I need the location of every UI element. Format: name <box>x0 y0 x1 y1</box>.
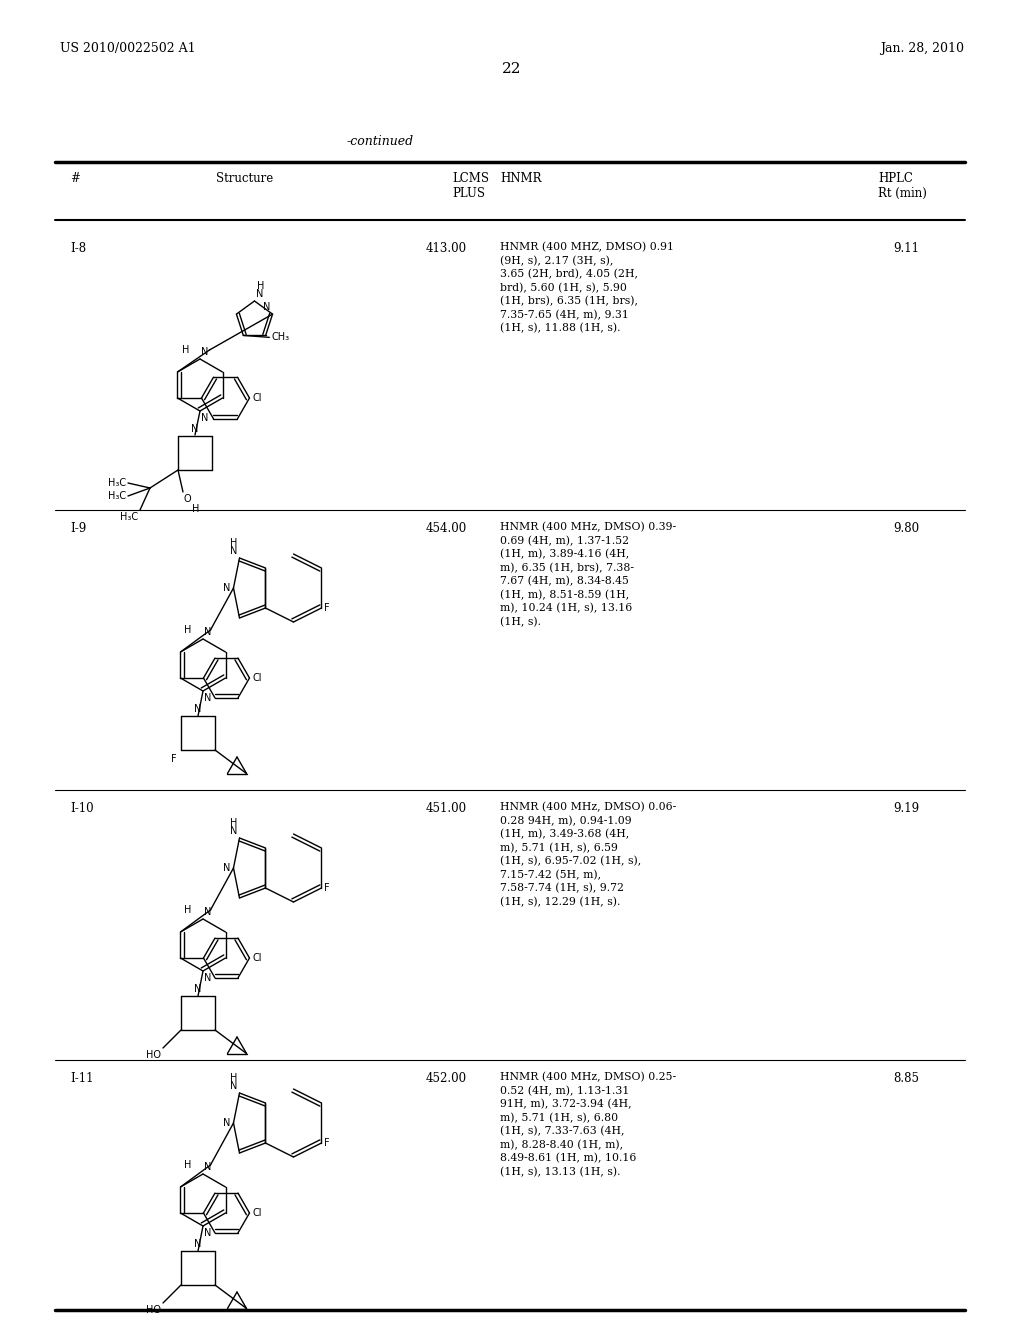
Text: Cl: Cl <box>253 1208 262 1218</box>
Text: brd), 5.60 (1H, s), 5.90: brd), 5.60 (1H, s), 5.90 <box>500 282 627 293</box>
Text: H: H <box>183 906 191 915</box>
Text: I-8: I-8 <box>70 242 86 255</box>
Text: H: H <box>230 539 238 548</box>
Text: m), 10.24 (1H, s), 13.16: m), 10.24 (1H, s), 13.16 <box>500 603 632 614</box>
Text: (1H, s), 7.33-7.63 (4H,: (1H, s), 7.33-7.63 (4H, <box>500 1126 625 1137</box>
Text: N: N <box>204 1162 211 1172</box>
Text: 7.58-7.74 (1H, s), 9.72: 7.58-7.74 (1H, s), 9.72 <box>500 883 624 894</box>
Text: I-9: I-9 <box>70 521 86 535</box>
Text: m), 5.71 (1H, s), 6.80: m), 5.71 (1H, s), 6.80 <box>500 1113 618 1123</box>
Text: (1H, brs), 6.35 (1H, brs),: (1H, brs), 6.35 (1H, brs), <box>500 296 638 306</box>
Text: 8.49-8.61 (1H, m), 10.16: 8.49-8.61 (1H, m), 10.16 <box>500 1152 636 1163</box>
Text: N: N <box>230 826 238 836</box>
Text: F: F <box>171 754 177 764</box>
Text: F: F <box>325 603 330 612</box>
Text: (1H, s), 6.95-7.02 (1H, s),: (1H, s), 6.95-7.02 (1H, s), <box>500 855 641 866</box>
Text: N: N <box>195 983 202 994</box>
Text: F: F <box>325 883 330 894</box>
Text: H: H <box>182 345 189 355</box>
Text: N: N <box>191 424 199 434</box>
Text: H: H <box>230 1073 238 1082</box>
Text: US 2010/0022502 A1: US 2010/0022502 A1 <box>60 42 196 55</box>
Text: m), 6.35 (1H, brs), 7.38-: m), 6.35 (1H, brs), 7.38- <box>500 562 634 573</box>
Text: HO: HO <box>146 1305 161 1315</box>
Text: 9.19: 9.19 <box>893 803 920 814</box>
Text: 451.00: 451.00 <box>426 803 467 814</box>
Text: 9.11: 9.11 <box>893 242 919 255</box>
Text: HO: HO <box>146 1049 161 1060</box>
Text: N: N <box>230 546 238 556</box>
Text: HPLC: HPLC <box>878 172 912 185</box>
Text: N: N <box>204 1228 211 1238</box>
Text: (1H, m), 3.89-4.16 (4H,: (1H, m), 3.89-4.16 (4H, <box>500 549 630 560</box>
Text: 91H, m), 3.72-3.94 (4H,: 91H, m), 3.72-3.94 (4H, <box>500 1100 632 1109</box>
Text: CH₃: CH₃ <box>271 333 290 342</box>
Text: #: # <box>70 172 80 185</box>
Text: (1H, m), 3.49-3.68 (4H,: (1H, m), 3.49-3.68 (4H, <box>500 829 630 840</box>
Text: N: N <box>204 627 211 638</box>
Text: LCMS: LCMS <box>452 172 489 185</box>
Text: Cl: Cl <box>253 953 262 964</box>
Text: H: H <box>183 624 191 635</box>
Text: Jan. 28, 2010: Jan. 28, 2010 <box>880 42 964 55</box>
Text: N: N <box>223 1118 230 1129</box>
Text: (1H, s), 11.88 (1H, s).: (1H, s), 11.88 (1H, s). <box>500 323 621 334</box>
Text: H: H <box>257 281 265 290</box>
Text: H: H <box>193 504 200 513</box>
Text: N: N <box>201 413 208 422</box>
Text: (1H, s), 12.29 (1H, s).: (1H, s), 12.29 (1H, s). <box>500 896 621 907</box>
Text: 0.69 (4H, m), 1.37-1.52: 0.69 (4H, m), 1.37-1.52 <box>500 536 629 546</box>
Text: F: F <box>325 1138 330 1148</box>
Text: O: O <box>184 494 191 504</box>
Text: N: N <box>204 907 211 917</box>
Text: N: N <box>195 704 202 714</box>
Text: Structure: Structure <box>216 172 273 185</box>
Text: Cl: Cl <box>253 673 262 682</box>
Text: 7.15-7.42 (5H, m),: 7.15-7.42 (5H, m), <box>500 870 601 880</box>
Text: N: N <box>204 693 211 704</box>
Text: Cl: Cl <box>253 393 262 403</box>
Text: N: N <box>263 302 270 312</box>
Text: 0.28 94H, m), 0.94-1.09: 0.28 94H, m), 0.94-1.09 <box>500 816 632 826</box>
Text: Rt (min): Rt (min) <box>878 187 927 201</box>
Text: (1H, s).: (1H, s). <box>500 616 541 627</box>
Text: HNMR: HNMR <box>500 172 542 185</box>
Text: 413.00: 413.00 <box>426 242 467 255</box>
Text: N: N <box>223 583 230 593</box>
Text: 0.52 (4H, m), 1.13-1.31: 0.52 (4H, m), 1.13-1.31 <box>500 1085 630 1096</box>
Text: (1H, m), 8.51-8.59 (1H,: (1H, m), 8.51-8.59 (1H, <box>500 590 630 599</box>
Text: PLUS: PLUS <box>452 187 485 201</box>
Text: I-11: I-11 <box>70 1072 93 1085</box>
Text: 452.00: 452.00 <box>426 1072 467 1085</box>
Text: (9H, s), 2.17 (3H, s),: (9H, s), 2.17 (3H, s), <box>500 256 613 265</box>
Text: 3.65 (2H, brd), 4.05 (2H,: 3.65 (2H, brd), 4.05 (2H, <box>500 269 638 280</box>
Text: H: H <box>230 818 238 828</box>
Text: m), 5.71 (1H, s), 6.59: m), 5.71 (1H, s), 6.59 <box>500 842 617 853</box>
Text: I-10: I-10 <box>70 803 93 814</box>
Text: 454.00: 454.00 <box>426 521 467 535</box>
Text: 22: 22 <box>502 62 522 77</box>
Text: N: N <box>256 289 264 300</box>
Text: HNMR (400 MHZ, DMSO) 0.91: HNMR (400 MHZ, DMSO) 0.91 <box>500 242 674 252</box>
Text: 9.80: 9.80 <box>893 521 920 535</box>
Text: N: N <box>195 1239 202 1249</box>
Text: (1H, s), 13.13 (1H, s).: (1H, s), 13.13 (1H, s). <box>500 1167 621 1177</box>
Text: 7.67 (4H, m), 8.34-8.45: 7.67 (4H, m), 8.34-8.45 <box>500 576 629 586</box>
Text: m), 8.28-8.40 (1H, m),: m), 8.28-8.40 (1H, m), <box>500 1139 624 1150</box>
Text: -continued: -continued <box>346 135 414 148</box>
Text: HNMR (400 MHz, DMSO) 0.25-: HNMR (400 MHz, DMSO) 0.25- <box>500 1072 676 1082</box>
Text: H₃C: H₃C <box>108 478 126 488</box>
Text: N: N <box>230 1081 238 1092</box>
Text: N: N <box>201 347 208 356</box>
Text: N: N <box>204 973 211 983</box>
Text: 7.35-7.65 (4H, m), 9.31: 7.35-7.65 (4H, m), 9.31 <box>500 309 629 319</box>
Text: H₃C: H₃C <box>120 512 138 521</box>
Text: 8.85: 8.85 <box>893 1072 919 1085</box>
Text: HNMR (400 MHz, DMSO) 0.39-: HNMR (400 MHz, DMSO) 0.39- <box>500 521 676 532</box>
Text: H: H <box>183 1160 191 1170</box>
Text: N: N <box>223 863 230 873</box>
Text: H₃C: H₃C <box>108 491 126 502</box>
Text: HNMR (400 MHz, DMSO) 0.06-: HNMR (400 MHz, DMSO) 0.06- <box>500 803 676 812</box>
